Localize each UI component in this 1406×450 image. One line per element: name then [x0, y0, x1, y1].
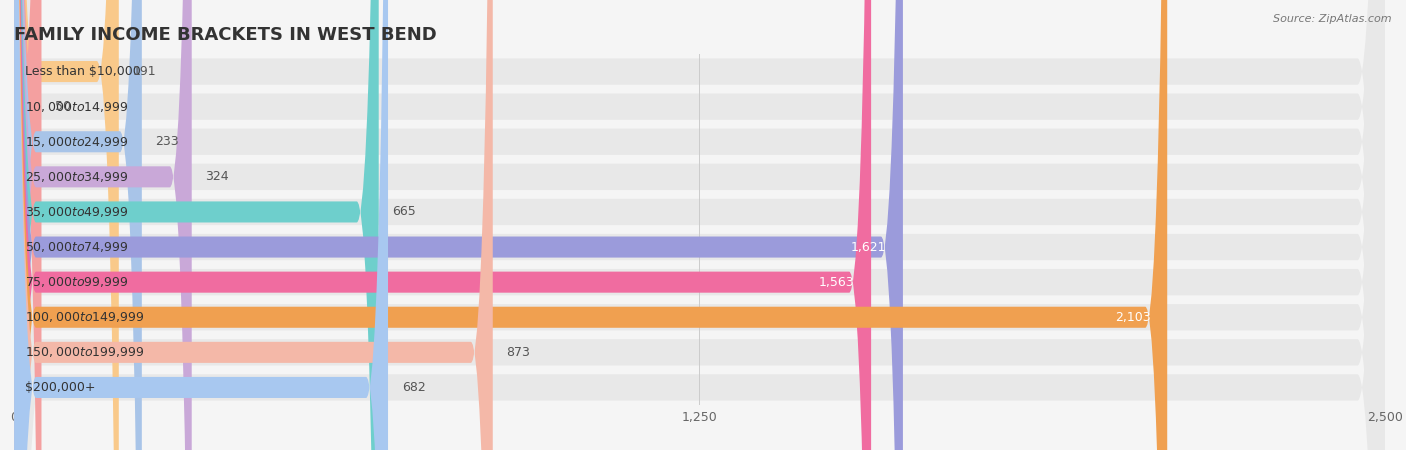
FancyBboxPatch shape: [14, 0, 903, 450]
Text: 873: 873: [506, 346, 530, 359]
FancyBboxPatch shape: [14, 0, 1385, 450]
Text: $35,000 to $49,999: $35,000 to $49,999: [25, 205, 128, 219]
Text: 682: 682: [402, 381, 426, 394]
Text: 665: 665: [392, 206, 416, 218]
Text: $100,000 to $149,999: $100,000 to $149,999: [25, 310, 145, 324]
Text: 324: 324: [205, 171, 229, 183]
FancyBboxPatch shape: [14, 0, 1385, 450]
FancyBboxPatch shape: [14, 0, 1167, 450]
Text: FAMILY INCOME BRACKETS IN WEST BEND: FAMILY INCOME BRACKETS IN WEST BEND: [14, 26, 437, 44]
FancyBboxPatch shape: [14, 0, 1385, 450]
FancyBboxPatch shape: [14, 0, 1385, 450]
FancyBboxPatch shape: [14, 0, 191, 450]
Text: 1,621: 1,621: [851, 241, 886, 253]
FancyBboxPatch shape: [14, 0, 1385, 450]
FancyBboxPatch shape: [14, 0, 1385, 450]
FancyBboxPatch shape: [14, 0, 492, 450]
Text: 2,103: 2,103: [1115, 311, 1150, 324]
Text: 1,563: 1,563: [820, 276, 855, 288]
Text: $10,000 to $14,999: $10,000 to $14,999: [25, 99, 128, 114]
FancyBboxPatch shape: [14, 0, 1385, 450]
Text: 191: 191: [132, 65, 156, 78]
Text: $15,000 to $24,999: $15,000 to $24,999: [25, 135, 128, 149]
Text: $150,000 to $199,999: $150,000 to $199,999: [25, 345, 145, 360]
FancyBboxPatch shape: [14, 0, 1385, 450]
Text: 233: 233: [156, 135, 179, 148]
FancyBboxPatch shape: [14, 0, 142, 450]
Text: 50: 50: [55, 100, 72, 113]
Text: Less than $10,000: Less than $10,000: [25, 65, 141, 78]
FancyBboxPatch shape: [14, 0, 388, 450]
Text: $25,000 to $34,999: $25,000 to $34,999: [25, 170, 128, 184]
FancyBboxPatch shape: [14, 0, 1385, 450]
FancyBboxPatch shape: [14, 0, 118, 450]
FancyBboxPatch shape: [14, 0, 1385, 450]
FancyBboxPatch shape: [14, 0, 872, 450]
FancyBboxPatch shape: [14, 0, 378, 450]
Text: $50,000 to $74,999: $50,000 to $74,999: [25, 240, 128, 254]
Text: $200,000+: $200,000+: [25, 381, 96, 394]
Text: Source: ZipAtlas.com: Source: ZipAtlas.com: [1274, 14, 1392, 23]
Text: $75,000 to $99,999: $75,000 to $99,999: [25, 275, 128, 289]
FancyBboxPatch shape: [14, 0, 42, 450]
